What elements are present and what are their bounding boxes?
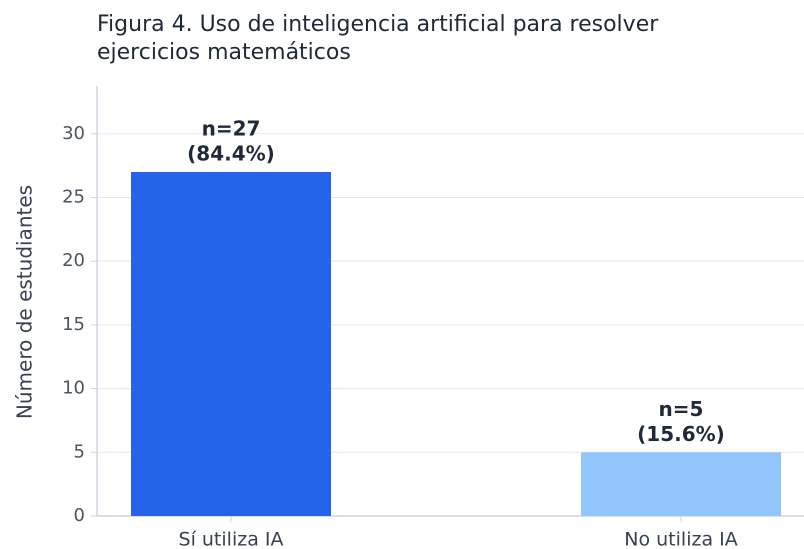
y-tick-label: 10 — [62, 378, 85, 399]
bar — [131, 172, 331, 516]
y-tick-label: 0 — [74, 505, 85, 526]
y-tick-label: 30 — [62, 123, 85, 144]
y-axis-label: Número de estudiantes — [13, 185, 37, 419]
x-tick-label: Sí utiliza IA — [179, 529, 284, 549]
y-tick-label: 20 — [62, 250, 85, 271]
data-label: n=27 — [202, 117, 261, 141]
bar — [581, 452, 781, 516]
y-tick-label: 15 — [62, 314, 85, 335]
data-label: n=5 — [659, 397, 704, 421]
chart-title: Figura 4. Uso de inteligencia artificial… — [97, 12, 659, 37]
y-tick-label: 25 — [62, 186, 85, 207]
data-label: (84.4%) — [187, 142, 275, 166]
data-label: (15.6%) — [637, 422, 725, 446]
chart-title: ejercicios matemáticos — [97, 40, 351, 65]
y-tick-label: 5 — [74, 441, 85, 462]
x-tick-label: No utiliza IA — [624, 529, 737, 549]
